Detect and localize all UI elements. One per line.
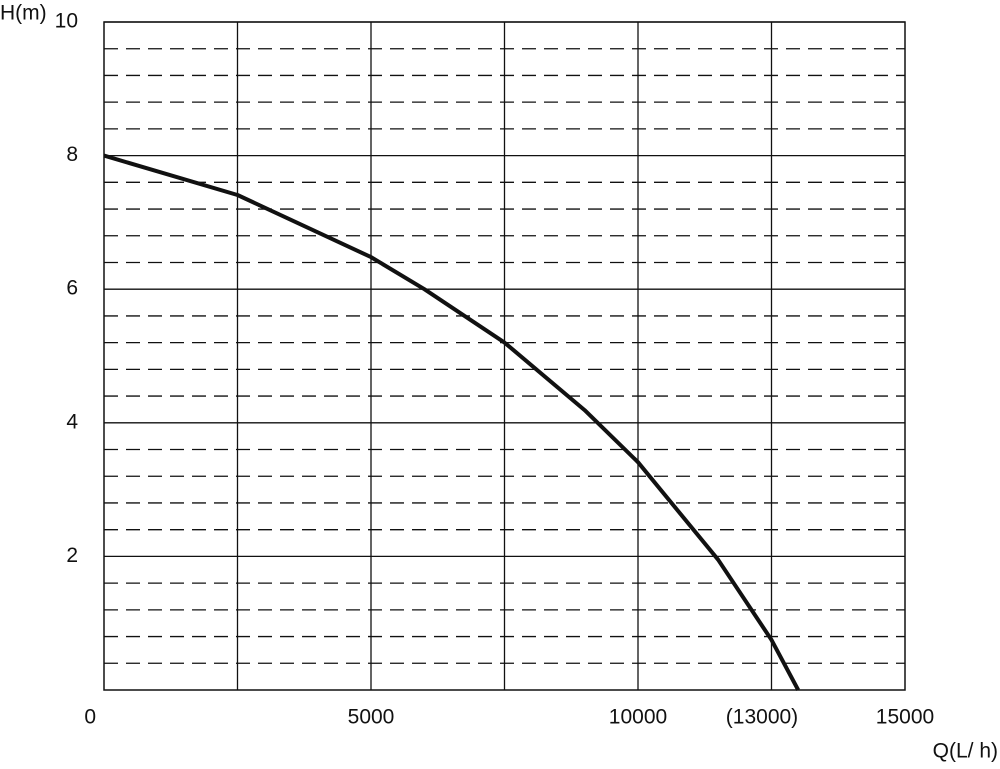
- x-tick-label: 15000: [876, 706, 934, 729]
- x-tick-label: 0: [84, 706, 96, 729]
- y-tick-label: 4: [66, 410, 78, 433]
- x-tick-label: 5000: [348, 706, 395, 729]
- x-axis-label: Q(L/ h): [933, 740, 998, 763]
- y-tick-label: 6: [66, 277, 78, 300]
- curve: [103, 153, 800, 691]
- x-tick-label: 10000: [609, 706, 667, 729]
- y-tick-label: 10: [55, 10, 78, 33]
- y-tick-label: 2: [66, 544, 78, 567]
- y-tick-label: 8: [66, 143, 78, 166]
- y-axis-label: H(m): [0, 2, 47, 25]
- x-tick-label: (13000): [726, 706, 798, 729]
